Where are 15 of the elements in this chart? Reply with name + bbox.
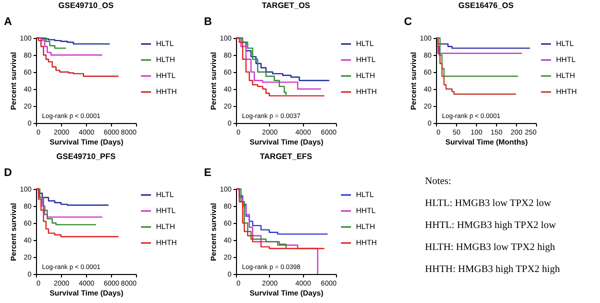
chart-title: GSE49710_OS xyxy=(58,1,114,10)
text: D xyxy=(4,167,12,179)
chart-title: GSE49710_PFS xyxy=(56,152,116,161)
chart-title: TARGET_OS xyxy=(262,1,311,10)
text: Notes: xyxy=(425,176,452,187)
text: HHTL: HMGB3 high TPX2 low xyxy=(425,220,557,231)
text: HLTL: HMGB3 low TPX2 low xyxy=(425,198,552,209)
chart-title: GSE16476_OS xyxy=(458,1,514,10)
text: B xyxy=(204,16,212,28)
text: A xyxy=(4,16,12,28)
text: C xyxy=(404,16,412,28)
text: HLTH: HMGB3 low TPX2 high xyxy=(425,242,556,253)
text: E xyxy=(204,167,212,179)
text: HHTH: HMGB3 high TPX2 high xyxy=(425,264,560,275)
chart-title: TARGET_EFS xyxy=(260,152,313,161)
